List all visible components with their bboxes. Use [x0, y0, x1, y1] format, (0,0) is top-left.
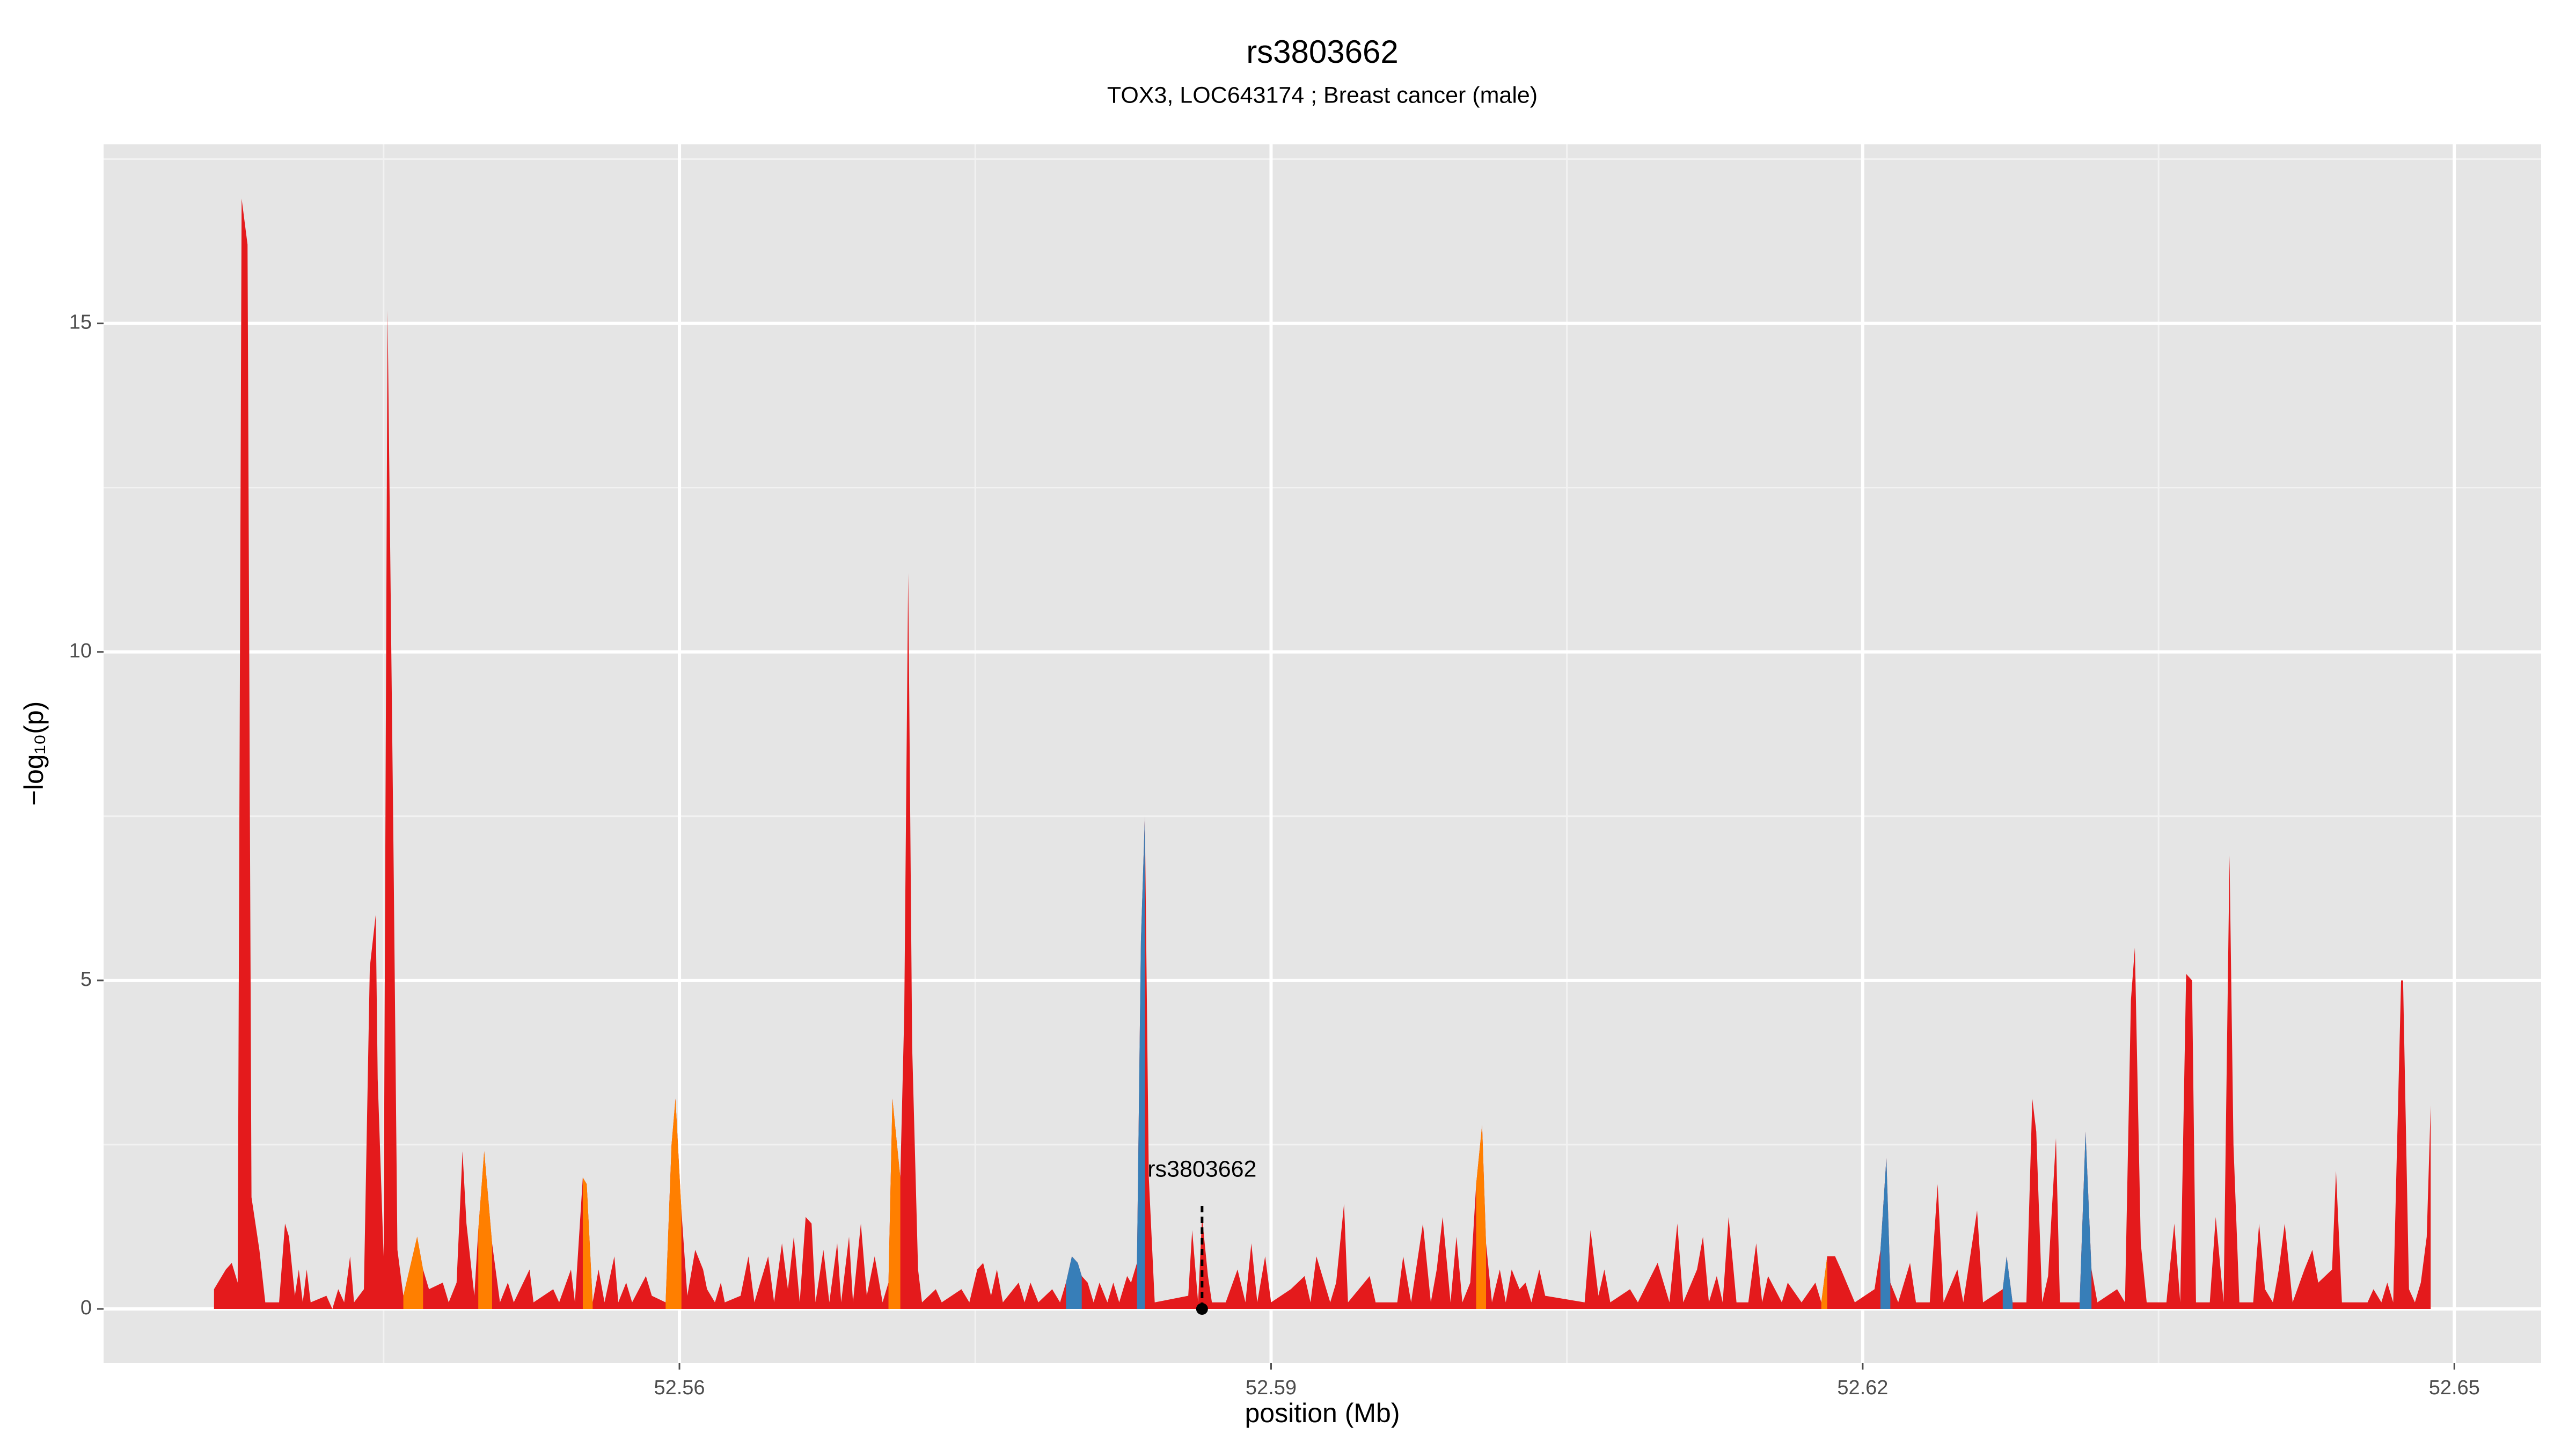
chart-subtitle: TOX3, LOC643174 ; Breast cancer (male)	[1107, 82, 1538, 108]
annotation-label: rs3803662	[1147, 1156, 1256, 1182]
annotation-point	[1196, 1302, 1208, 1315]
x-axis-label: position (Mb)	[1245, 1398, 1400, 1428]
y-axis-label: −log₁₀(p)	[19, 701, 49, 806]
chart-title: rs3803662	[1246, 34, 1399, 70]
y-tick-label: 10	[69, 640, 92, 662]
x-tick-label: 52.56	[654, 1377, 705, 1399]
plot-panel	[104, 144, 2541, 1363]
x-tick-label: 52.62	[1837, 1377, 1888, 1399]
x-tick-label: 52.59	[1246, 1377, 1297, 1399]
y-tick-label: 5	[80, 968, 92, 991]
x-tick-label: 52.65	[2429, 1377, 2480, 1399]
y-tick-label: 0	[80, 1297, 92, 1319]
y-tick-label: 15	[69, 311, 92, 334]
